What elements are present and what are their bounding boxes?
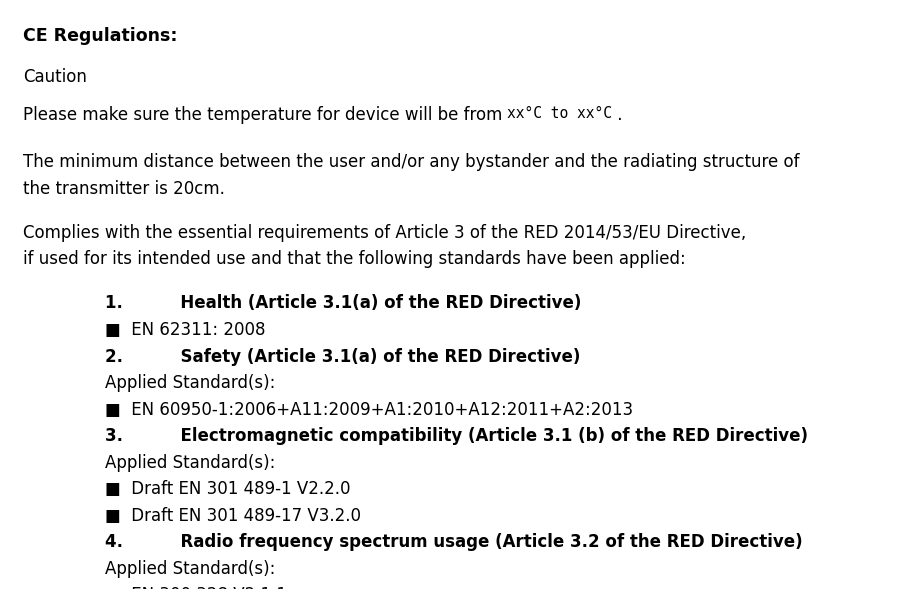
Text: Complies with the essential requirements of Article 3 of the RED 2014/53/EU Dire: Complies with the essential requirements… bbox=[23, 224, 746, 242]
Text: ■  EN 62311: 2008: ■ EN 62311: 2008 bbox=[105, 321, 265, 339]
Text: ■  Draft EN 301 489-1 V2.2.0: ■ Draft EN 301 489-1 V2.2.0 bbox=[105, 480, 350, 498]
Text: .: . bbox=[613, 106, 623, 124]
Text: xx°C to xx°C: xx°C to xx°C bbox=[507, 106, 613, 121]
Text: Please make sure the temperature for device will be from: Please make sure the temperature for dev… bbox=[23, 106, 507, 124]
Text: ■  Draft EN 301 489-17 V3.2.0: ■ Draft EN 301 489-17 V3.2.0 bbox=[105, 507, 361, 525]
Text: 3.          Electromagnetic compatibility (Article 3.1 (b) of the RED Directive): 3. Electromagnetic compatibility (Articl… bbox=[105, 427, 807, 445]
Text: 4.          Radio frequency spectrum usage (Article 3.2 of the RED Directive): 4. Radio frequency spectrum usage (Artic… bbox=[105, 533, 802, 551]
Text: ■  EN 60950-1:2006+A11:2009+A1:2010+A12:2011+A2:2013: ■ EN 60950-1:2006+A11:2009+A1:2010+A12:2… bbox=[105, 401, 633, 419]
Text: Applied Standard(s):: Applied Standard(s): bbox=[105, 454, 275, 472]
Text: 1.          Health (Article 3.1(a) of the RED Directive): 1. Health (Article 3.1(a) of the RED Dir… bbox=[105, 294, 581, 313]
Text: Caution: Caution bbox=[23, 68, 86, 86]
Text: ■  EN 300 328 V2.1.1: ■ EN 300 328 V2.1.1 bbox=[105, 586, 286, 589]
Text: the transmitter is 20cm.: the transmitter is 20cm. bbox=[23, 180, 225, 198]
Text: 2.          Safety (Article 3.1(a) of the RED Directive): 2. Safety (Article 3.1(a) of the RED Dir… bbox=[105, 348, 580, 366]
Text: if used for its intended use and that the following standards have been applied:: if used for its intended use and that th… bbox=[23, 250, 685, 269]
Text: Applied Standard(s):: Applied Standard(s): bbox=[105, 374, 275, 392]
Text: CE Regulations:: CE Regulations: bbox=[23, 27, 177, 45]
Text: Applied Standard(s):: Applied Standard(s): bbox=[105, 560, 275, 578]
Text: The minimum distance between the user and/or any bystander and the radiating str: The minimum distance between the user an… bbox=[23, 153, 799, 171]
